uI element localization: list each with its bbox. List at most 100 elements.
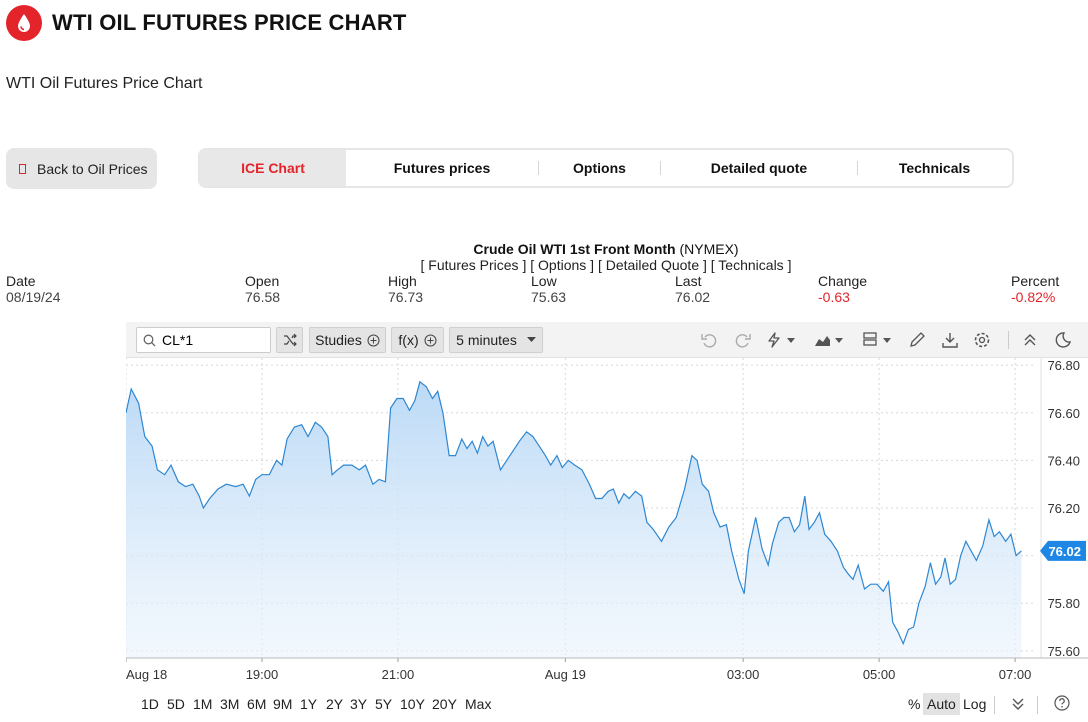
- stat-value: 76.02: [675, 289, 711, 305]
- chart-tabs: ICE Chart Futures prices Options Detaile…: [198, 148, 1014, 188]
- compare-button[interactable]: [276, 327, 303, 353]
- range-button-3y[interactable]: 3Y: [350, 696, 368, 712]
- x-tick-label: 07:00: [999, 667, 1032, 682]
- studies-button[interactable]: Studies: [309, 327, 386, 353]
- range-button-5d[interactable]: 5D: [167, 696, 185, 712]
- range-button-3m[interactable]: 3M: [220, 696, 240, 712]
- y-tick-label: 76.20: [1047, 501, 1080, 516]
- range-button-max[interactable]: Max: [465, 696, 492, 712]
- stat-change: Change -0.63: [818, 273, 867, 305]
- symbol-input[interactable]: [162, 332, 262, 348]
- interval-label: 5 minutes: [456, 332, 517, 348]
- link-detailed-quote[interactable]: [ Detailed Quote ]: [597, 257, 707, 273]
- layout-icon[interactable]: [862, 331, 894, 349]
- range-button-10y[interactable]: 10Y: [400, 696, 425, 712]
- scale-label: Log: [963, 696, 987, 712]
- tab-divider: [538, 161, 539, 175]
- download-icon[interactable]: [940, 331, 960, 349]
- chart-type-icon[interactable]: [814, 331, 846, 349]
- interval-select[interactable]: 5 minutes: [449, 327, 543, 353]
- undo-icon[interactable]: [700, 331, 720, 349]
- oil-drop-icon: [6, 5, 42, 41]
- range-button-1y[interactable]: 1Y: [300, 696, 318, 712]
- range-button-20y[interactable]: 20Y: [432, 696, 457, 712]
- page-subtitle: WTI Oil Futures Price Chart: [6, 75, 203, 92]
- link-technicals[interactable]: [ Technicals ]: [710, 257, 792, 273]
- range-button-5y[interactable]: 5Y: [375, 696, 393, 712]
- range-divider: [994, 696, 995, 714]
- tab-label: Options: [573, 160, 626, 176]
- y-tick-label: 76.40: [1047, 453, 1080, 468]
- percent-scale-button[interactable]: %: [908, 693, 920, 715]
- tab-options[interactable]: Options: [539, 150, 660, 186]
- add-circle-icon: [367, 334, 380, 346]
- range-button-2y[interactable]: 2Y: [326, 696, 344, 712]
- stat-label: Date: [6, 273, 36, 289]
- log-scale-button[interactable]: Log: [963, 693, 986, 715]
- range-button-9m[interactable]: 9M: [273, 696, 293, 712]
- stat-label: High: [388, 273, 417, 289]
- settings-icon[interactable]: [972, 331, 992, 349]
- tab-detailed-quote[interactable]: Detailed quote: [661, 150, 857, 186]
- y-tick-label: 76.80: [1047, 358, 1080, 373]
- stat-value: -0.82%: [1011, 289, 1056, 305]
- studies-label: Studies: [315, 332, 362, 348]
- x-tick-label: 05:00: [863, 667, 896, 682]
- fx-button[interactable]: f(x): [391, 327, 444, 353]
- last-price-label: 76.02: [1048, 544, 1081, 559]
- last-price-flag: [1040, 540, 1086, 561]
- tab-label: Detailed quote: [710, 160, 808, 176]
- tab-technicals[interactable]: Technicals: [858, 150, 1011, 186]
- link-futures-prices[interactable]: [ Futures Prices ]: [420, 257, 527, 273]
- stat-label: Low: [531, 273, 557, 289]
- back-to-oil-prices-button[interactable]: Back to Oil Prices: [6, 148, 157, 189]
- compare-icon: [283, 333, 297, 347]
- range-button-6m[interactable]: 6M: [247, 696, 267, 712]
- y-tick-label: 75.80: [1047, 596, 1080, 611]
- chart-widget: Studies f(x) 5 minutes: [126, 322, 1088, 722]
- tab-label: Technicals: [898, 160, 971, 176]
- x-tick-label: Aug 19: [545, 667, 586, 682]
- stat-label: Change: [818, 273, 868, 289]
- help-icon[interactable]: [1054, 695, 1070, 711]
- dark-mode-icon[interactable]: [1052, 331, 1072, 349]
- link-options[interactable]: [ Options ]: [530, 257, 595, 273]
- range-button-1d[interactable]: 1D: [141, 696, 159, 712]
- y-tick-label: 76.60: [1047, 406, 1080, 421]
- add-circle-icon: [424, 334, 437, 346]
- stat-label: Open: [245, 273, 280, 289]
- x-tick-label: 19:00: [246, 667, 279, 682]
- price-line: [126, 380, 1022, 646]
- quote-title: Crude Oil WTI 1st Front Month (NYMEX): [0, 241, 1088, 257]
- search-icon: [143, 334, 156, 346]
- range-divider: [1037, 696, 1038, 714]
- redo-icon[interactable]: [732, 331, 752, 349]
- pencil-icon[interactable]: [908, 331, 928, 349]
- drawing-tool-icon[interactable]: [766, 331, 798, 349]
- stat-value: 76.73: [388, 289, 424, 305]
- auto-scale-button[interactable]: Auto: [923, 693, 960, 715]
- instrument-name: Crude Oil WTI 1st Front Month: [473, 241, 676, 257]
- tab-futures-prices[interactable]: Futures prices: [346, 150, 538, 186]
- price-area-fill: [126, 381, 1022, 658]
- exchange-name: (NYMEX): [679, 241, 739, 257]
- stat-low: Low 75.63: [531, 273, 566, 305]
- range-button-1m[interactable]: 1M: [193, 696, 213, 712]
- back-icon: [19, 163, 26, 174]
- scale-label: %: [908, 696, 921, 712]
- collapse-icon[interactable]: [1020, 331, 1040, 349]
- stat-value: 75.63: [531, 289, 567, 305]
- range-selector-bar: % Auto Log 1D 5D 1M 3M 6M 9M 1Y 2Y 3Y 5Y 10Y 20Y Max: [126, 688, 1088, 722]
- tab-label: Futures prices: [393, 160, 491, 176]
- back-button-label: Back to Oil Prices: [37, 160, 148, 177]
- symbol-search[interactable]: [136, 327, 271, 353]
- scale-label: Auto: [927, 696, 956, 712]
- stat-last: Last 76.02: [675, 273, 710, 305]
- collapse-down-icon[interactable]: [1012, 697, 1024, 711]
- chart-toolbar: Studies f(x) 5 minutes: [126, 322, 1088, 358]
- page-title: WTI OIL FUTURES PRICE CHART: [52, 10, 407, 35]
- tab-divider: [660, 161, 661, 175]
- stat-label: Last: [675, 273, 702, 289]
- tab-ice-chart[interactable]: ICE Chart: [200, 150, 346, 186]
